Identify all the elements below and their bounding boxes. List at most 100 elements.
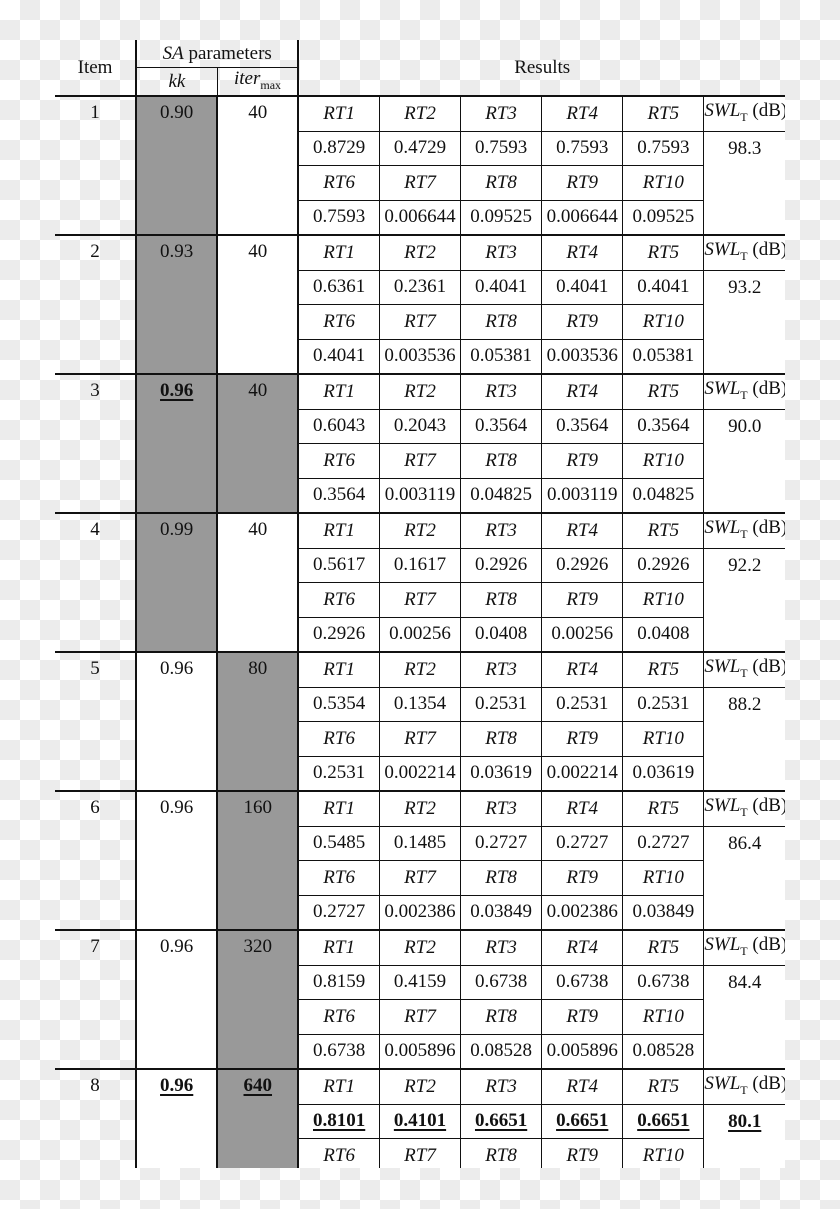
rt-value-text: 0.3564: [313, 484, 366, 506]
rt-label-text: RT5: [647, 1075, 680, 1097]
iter-text: 40: [248, 380, 268, 401]
iter-text: 640: [243, 1075, 273, 1096]
rt-label: RT9: [541, 721, 624, 757]
item-number: 1: [55, 95, 137, 235]
rt-label: RT2: [378, 1068, 462, 1105]
rt-label-text: RT6: [323, 588, 355, 610]
rt-value: 0.0408: [622, 616, 705, 653]
rt-label: RT6: [297, 582, 380, 618]
table-row: RT6 RT7 RT8 RT9 RT10: [55, 999, 785, 1035]
rt-label-text: RT1: [323, 380, 355, 402]
rt-value: 0.7593: [297, 199, 380, 236]
rt-label: RT9: [541, 1138, 624, 1168]
swl-value-text: 90.0: [728, 415, 762, 437]
rt-label: RT10: [622, 860, 705, 896]
rt-label-text: RT3: [485, 797, 517, 819]
table-row: 0.2727 0.002386 0.03849 0.002386 0.03849: [55, 894, 785, 931]
rt-label: RT6: [297, 165, 380, 201]
rt-label-text: RT3: [485, 1075, 517, 1097]
rt-label-text: RT8: [485, 1144, 517, 1166]
rt-value-text: 0.09525: [470, 206, 532, 228]
rt-label: RT8: [460, 165, 543, 201]
rt-value: 0.6738: [297, 1033, 380, 1070]
kk-value: 0.90: [135, 95, 219, 235]
swl-label: SWLT (dB): [703, 373, 785, 410]
rt-label: RT1: [297, 512, 380, 549]
rt-value-text: 0.2531: [313, 762, 366, 784]
rt-value: 0.006644: [378, 199, 462, 236]
rt-value-text: 0.05381: [632, 345, 695, 367]
rt-label: RT5: [622, 234, 705, 271]
rt-value: 0.04825: [460, 477, 543, 514]
rt-value: 0.003536: [541, 338, 624, 375]
rt-label: RT4: [541, 651, 624, 688]
rt-label-text: RT3: [485, 380, 517, 402]
rt-label-text: RT2: [404, 936, 436, 958]
rt-value-text: 0.003119: [546, 484, 618, 506]
rt-label-text: RT5: [647, 936, 680, 958]
rt-value-text: 0.3564: [637, 415, 690, 437]
swl-label: SWLT (dB): [703, 651, 785, 688]
rt-label-text: RT3: [485, 658, 517, 680]
rt-label-text: RT1: [323, 519, 355, 541]
rt-label: RT4: [541, 929, 624, 966]
rt-value: 0.2926: [297, 616, 380, 653]
rt-label-text: RT3: [485, 241, 517, 263]
table-row: 3 0.96 40 RT1 RT2 RT3 RT4 RT5 SWLT (dB): [55, 373, 785, 513]
rt-value: 0.8159: [297, 964, 380, 1000]
rt-label: RT10: [622, 999, 705, 1035]
table-row: 5 0.96 80 RT1 RT2 RT3 RT4 RT5 SWLT (dB): [55, 651, 785, 791]
swl-unit: (dB): [752, 794, 785, 816]
swl-unit: (dB): [752, 933, 785, 955]
rt-value: 0.4041: [541, 269, 624, 305]
rt-label-text: RT10: [642, 588, 684, 610]
rt-label-text: RT6: [323, 1005, 355, 1027]
rt-value-text: 0.4729: [393, 137, 447, 159]
rt-label-text: RT9: [566, 1144, 599, 1166]
table-row: 0.6361 0.2361 0.4041 0.4041 0.4041 93.2: [55, 269, 785, 374]
swl-sub: T: [740, 526, 748, 541]
kk-text: 0.96: [160, 380, 194, 401]
rt-label-text: RT10: [642, 727, 684, 749]
rt-value-text: 0.2043: [393, 415, 447, 437]
iter-text: 40: [248, 102, 268, 123]
iter-max-value: 40: [217, 234, 300, 374]
rt-value: 0.1485: [378, 825, 462, 861]
rt-label-text: RT7: [404, 310, 436, 332]
rt-value: 0.2531: [541, 686, 624, 722]
rt-label-text: RT6: [323, 449, 355, 471]
rt-value-text: 0.4041: [637, 276, 690, 298]
rt-value-text: 0.006644: [546, 206, 618, 228]
rt-value-text: 0.6651: [556, 1110, 609, 1132]
rt-label-text: RT9: [566, 727, 599, 749]
rt-label-text: RT4: [566, 102, 599, 124]
rt-value-text: 0.2727: [313, 901, 366, 923]
rt-value: 0.08528: [460, 1033, 543, 1070]
rt-value-text: 0.03849: [632, 901, 695, 923]
kk-value: 0.99: [135, 512, 219, 652]
rt-label: RT9: [541, 304, 624, 340]
rt-value: 0.05381: [622, 338, 705, 375]
kk-text: 0.99: [160, 519, 194, 540]
item-number: 8: [55, 1068, 137, 1168]
kk-text: 0.96: [160, 797, 194, 818]
rt-label: RT7: [378, 304, 462, 340]
rt-value-text: 0.03849: [470, 901, 532, 923]
rt-value: 0.6651: [541, 1103, 624, 1139]
rt-label: RT8: [460, 304, 543, 340]
rt-label-text: RT4: [566, 380, 599, 402]
rt-label: RT5: [622, 1068, 705, 1105]
kk-text: 0.90: [160, 102, 194, 123]
header-sa-parameters: SA parameters: [135, 40, 300, 68]
rt-value-text: 0.0408: [637, 623, 690, 645]
rt-label-text: RT9: [566, 449, 599, 471]
iter-max-value: 80: [217, 651, 300, 791]
swl-unit: (dB): [752, 99, 785, 121]
header-row-2: kk itermax: [55, 67, 785, 96]
header-results: Results: [514, 56, 571, 78]
rt-label: RT9: [541, 165, 624, 201]
rt-value-text: 0.6043: [313, 415, 366, 437]
rt-value: 0.0408: [460, 616, 543, 653]
swl-value-text: 93.2: [728, 276, 762, 298]
kk-value: 0.96: [135, 790, 219, 930]
